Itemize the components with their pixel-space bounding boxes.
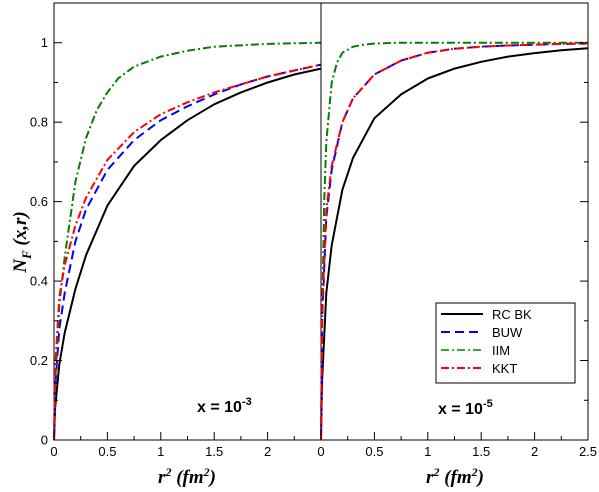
panel-label-left: x = 10-3 — [197, 396, 252, 416]
x-tick-label-right: 1 — [424, 444, 431, 459]
x-tick-label-right: 1.5 — [472, 444, 490, 459]
x-tick-label-right: 2 — [531, 444, 538, 459]
legend-box — [435, 302, 576, 384]
panel-left: 0 0.5 1 1.5 2 0 0.2 0.4 0.6 0.8 1 — [30, 2, 322, 459]
legend: RC BK BUW IIM KKT — [435, 302, 576, 384]
y-tick-label: 0.6 — [30, 194, 48, 209]
series-line-rc-bk-right — [320, 47, 589, 441]
series-line-kkt-right — [320, 42, 589, 441]
x-tick-label-right: 0 — [317, 444, 324, 459]
x-tick-label-left: 0.5 — [98, 444, 116, 459]
series-line-kkt-left — [53, 63, 322, 441]
y-tick-label: 0.8 — [30, 115, 48, 130]
y-axis-label: NF (x,r) — [10, 211, 34, 273]
series-line-rc-bk-left — [53, 67, 322, 441]
y-tick-label: 1 — [41, 35, 48, 50]
x-tick-label-left: 0 — [50, 444, 57, 459]
y-tick-label: 0.2 — [30, 353, 48, 368]
y-tick-label: 0 — [41, 433, 48, 448]
panel-label-right: x = 10-5 — [438, 398, 493, 418]
x-axis-label-right: r2 (fm2) — [426, 465, 484, 488]
y-tick-label: 0.4 — [30, 274, 48, 289]
x-tick-label-left: 1.5 — [205, 444, 223, 459]
x-tick-label-left: 1 — [157, 444, 164, 459]
legend-label-kkt: KKT — [492, 361, 517, 376]
series-line-iim-right — [320, 41, 588, 441]
legend-label-iim: IIM — [492, 343, 510, 358]
legend-label-rc-bk: RC BK — [492, 307, 532, 322]
plot-frame-left — [53, 2, 322, 441]
legend-label-buw: BUW — [492, 325, 523, 340]
panel-right: 0 0.5 1 1.5 2 2.5 — [317, 2, 597, 459]
x-tick-label-right: 0.5 — [365, 444, 383, 459]
x-axis-label-left: r2 (fm2) — [158, 465, 216, 488]
x-tick-label-left: 2 — [264, 444, 271, 459]
x-tick-label-right: 2.5 — [579, 444, 597, 459]
